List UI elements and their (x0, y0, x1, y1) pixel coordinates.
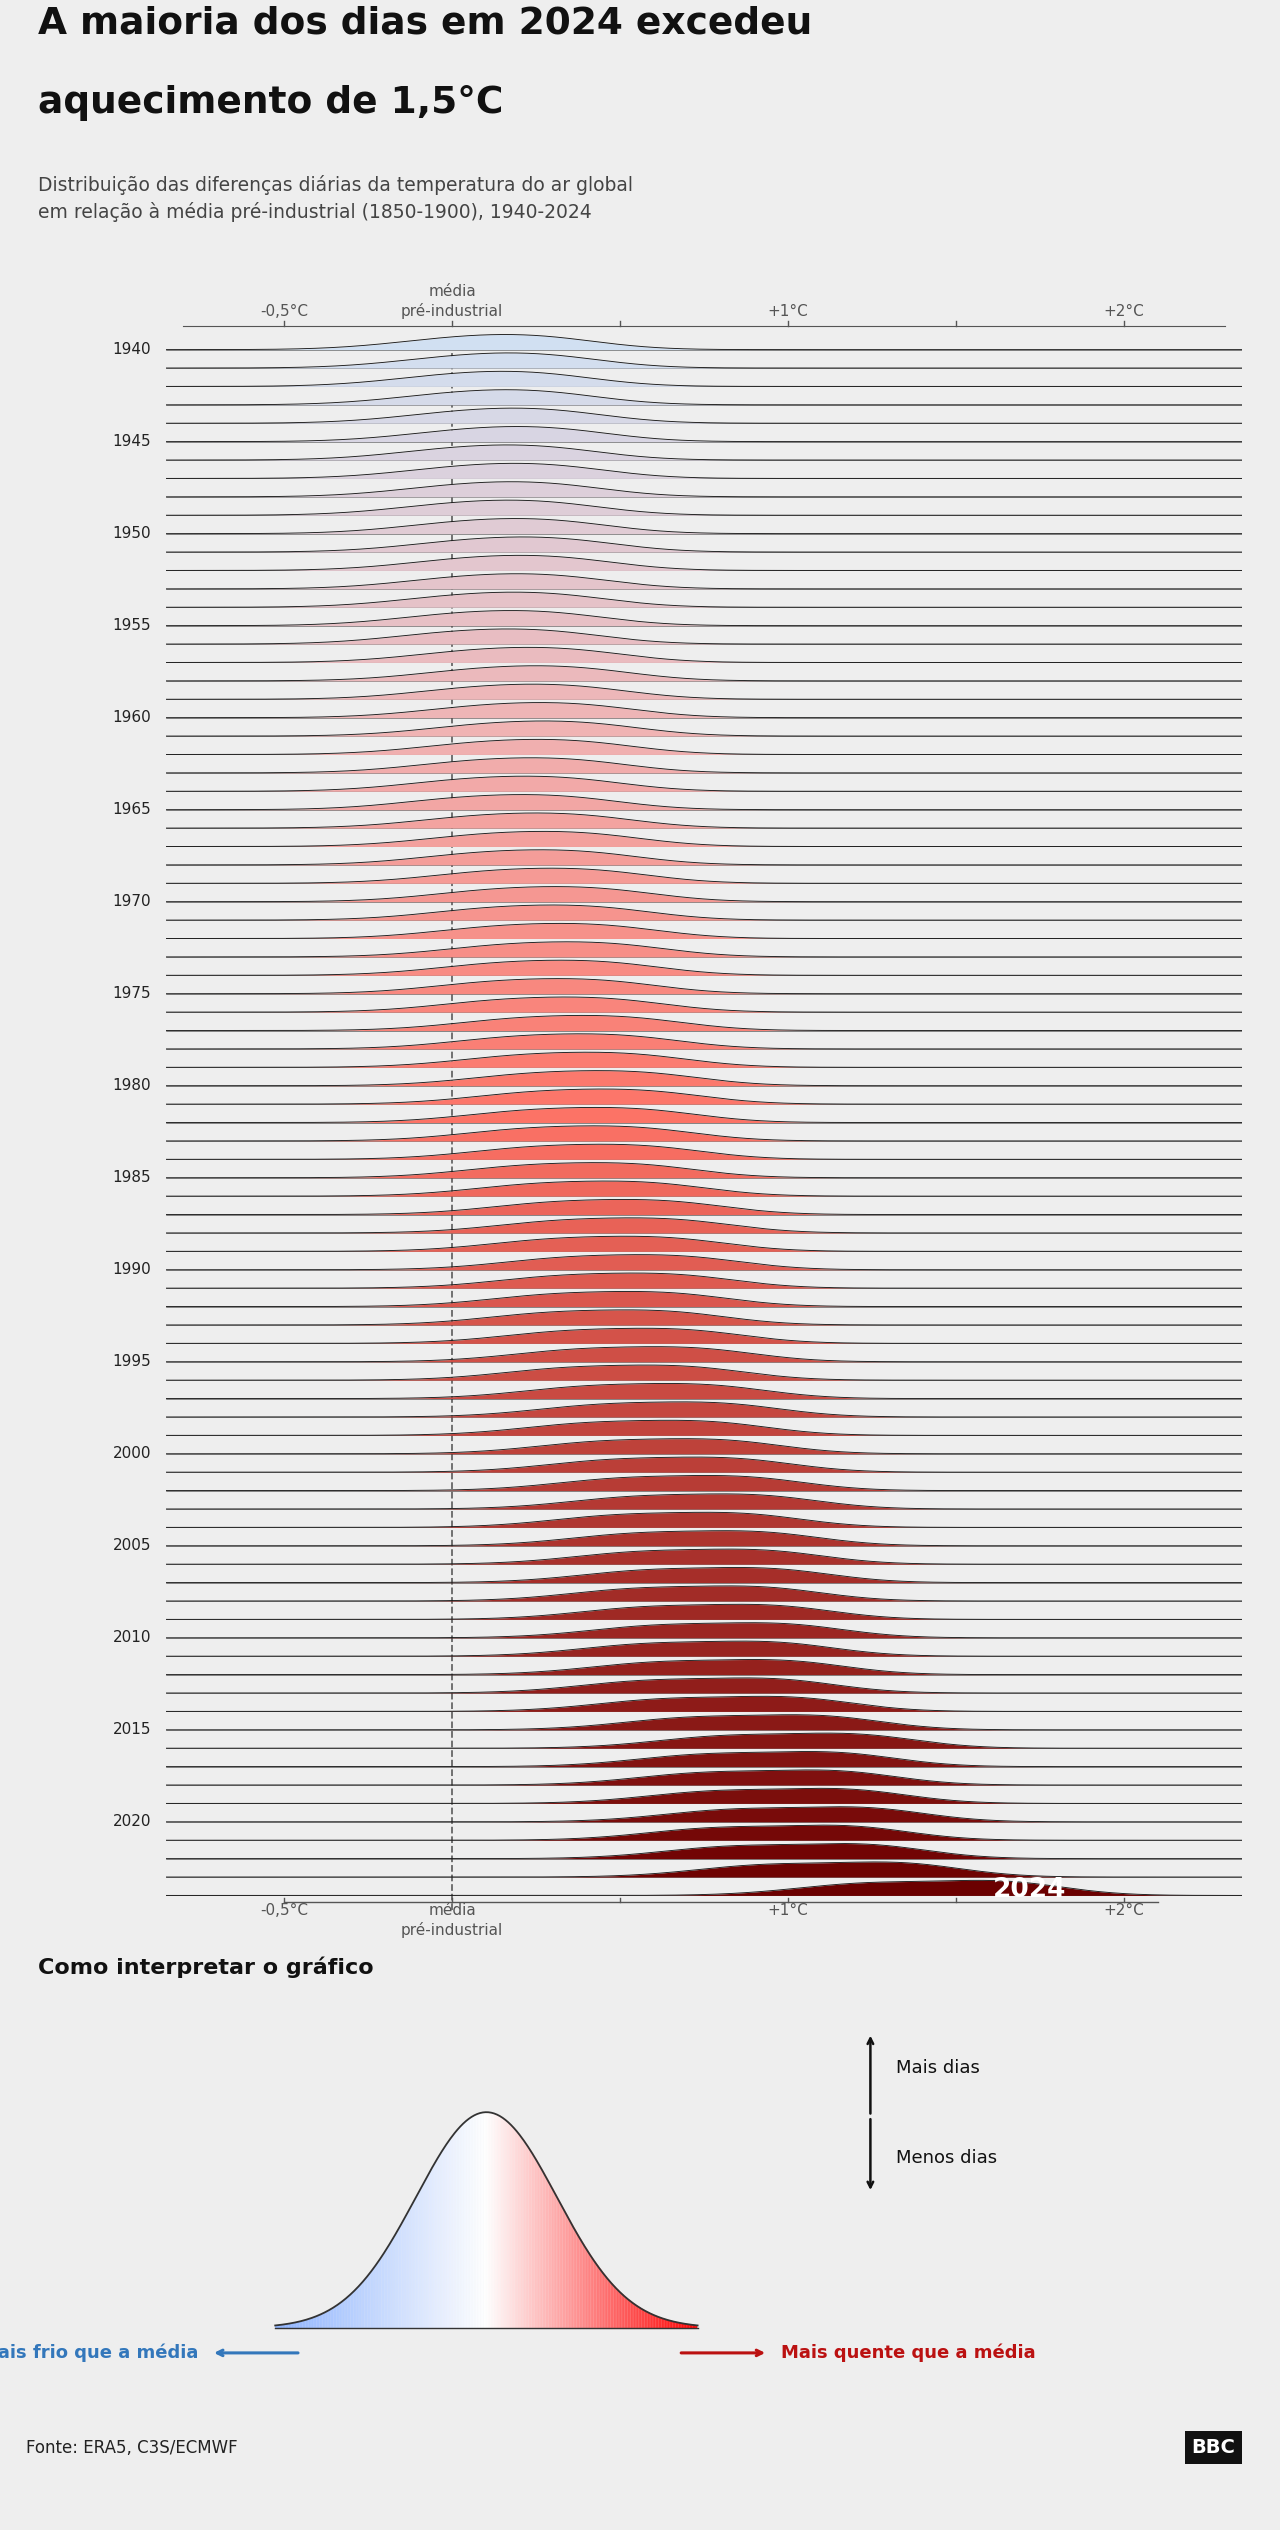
Text: 1950: 1950 (113, 526, 151, 541)
Text: 2000: 2000 (113, 1447, 151, 1462)
Text: BBC: BBC (1192, 2439, 1235, 2457)
Text: 1980: 1980 (113, 1078, 151, 1093)
Text: 2005: 2005 (113, 1538, 151, 1553)
Text: 2015: 2015 (113, 1723, 151, 1738)
Text: 1995: 1995 (113, 1354, 151, 1369)
Text: Mais frio que a média: Mais frio que a média (0, 2343, 198, 2363)
Text: -0,5°C: -0,5°C (260, 304, 308, 319)
Text: 2010: 2010 (113, 1629, 151, 1644)
Text: 1970: 1970 (113, 893, 151, 908)
Text: +2°C: +2°C (1103, 304, 1144, 319)
Text: -0,5°C: -0,5°C (260, 1903, 308, 1918)
Text: 1975: 1975 (113, 987, 151, 1002)
Text: +2°C: +2°C (1103, 1903, 1144, 1918)
Text: 1955: 1955 (113, 617, 151, 632)
Text: média
pré-industrial: média pré-industrial (401, 1903, 503, 1938)
Text: 1990: 1990 (113, 1262, 151, 1278)
Text: 1985: 1985 (113, 1171, 151, 1184)
Text: aquecimento de 1,5°C: aquecimento de 1,5°C (38, 86, 504, 121)
Text: Mais dias: Mais dias (896, 2059, 980, 2077)
Text: A maioria dos dias em 2024 excedeu: A maioria dos dias em 2024 excedeu (38, 5, 813, 40)
Text: 1960: 1960 (113, 711, 151, 726)
Text: Mais quente que a média: Mais quente que a média (781, 2343, 1036, 2363)
Text: +1°C: +1°C (768, 304, 809, 319)
Text: Distribuição das diferenças diárias da temperatura do ar global
em relação à méd: Distribuição das diferenças diárias da t… (38, 175, 634, 223)
Text: 1945: 1945 (113, 435, 151, 450)
Text: Fonte: ERA5, C3S/ECMWF: Fonte: ERA5, C3S/ECMWF (26, 2439, 237, 2457)
Text: Menos dias: Menos dias (896, 2148, 997, 2168)
Text: média
pré-industrial: média pré-industrial (401, 283, 503, 319)
Text: 2020: 2020 (113, 1814, 151, 1829)
Text: +1°C: +1°C (768, 1903, 809, 1918)
Text: 2024: 2024 (993, 1877, 1066, 1903)
Text: Como interpretar o gráfico: Como interpretar o gráfico (38, 1956, 374, 1978)
Text: 1965: 1965 (113, 802, 151, 817)
Text: 1940: 1940 (113, 342, 151, 357)
